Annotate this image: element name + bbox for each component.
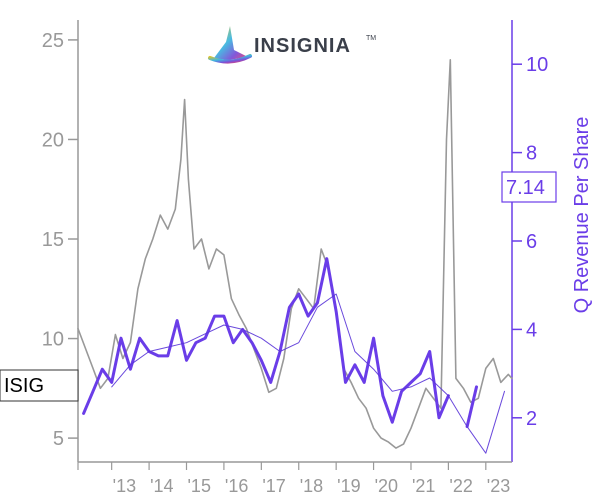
x-tick-label: '16 bbox=[225, 476, 248, 496]
x-axis-ticks: '13 '14 '15 '16 '17 '18 '19 '20 '21 '22 '23 bbox=[77, 462, 510, 496]
current-value-label: 7.14 bbox=[501, 171, 557, 203]
left-tick-label: 25 bbox=[42, 30, 64, 52]
ticker-box bbox=[0, 369, 79, 402]
current-value-text: 7.14 bbox=[506, 177, 545, 199]
revenue_avg-line bbox=[111, 293, 505, 454]
insignia-logo-mark bbox=[214, 26, 246, 60]
right-tick-label: 8 bbox=[526, 143, 537, 165]
x-tick-label: '18 bbox=[300, 476, 323, 496]
left-axis-ticks: 5 10 15 20 25 bbox=[42, 30, 78, 450]
right-axis-ticks: 2 4 6 8 10 bbox=[512, 54, 548, 430]
x-tick-label: '17 bbox=[262, 476, 285, 496]
right-axis-label: Q Revenue Per Share bbox=[571, 117, 593, 314]
x-tick-label: '22 bbox=[449, 476, 472, 496]
revenue-line bbox=[82, 257, 450, 424]
x-tick-label: '15 bbox=[188, 476, 211, 496]
ticker-label: ISIG bbox=[0, 369, 79, 402]
right-tick-label: 6 bbox=[526, 231, 537, 253]
x-tick-label: '14 bbox=[150, 476, 173, 496]
series-layer bbox=[77, 58, 513, 454]
right-tick-label: 2 bbox=[526, 408, 537, 430]
ticker-text: ISIG bbox=[4, 375, 44, 397]
right-tick-label: 4 bbox=[526, 319, 537, 341]
current-value-box bbox=[501, 171, 557, 203]
left-tick-label: 20 bbox=[42, 129, 64, 151]
right-tick-label: 10 bbox=[526, 54, 548, 76]
left-tick-label: 10 bbox=[42, 329, 64, 351]
x-tick-label: '21 bbox=[412, 476, 435, 496]
logo-text: INSIGNIA bbox=[254, 35, 351, 57]
x-tick-label: '20 bbox=[375, 476, 398, 496]
x-tick-label: '19 bbox=[337, 476, 360, 496]
left-tick-label: 15 bbox=[42, 229, 64, 251]
x-tick-label: '23 bbox=[487, 476, 510, 496]
insignia-logo-swoosh bbox=[208, 54, 252, 64]
x-tick-label: '13 bbox=[113, 476, 136, 496]
logo-trademark: TM bbox=[366, 35, 376, 42]
price-line bbox=[77, 58, 513, 449]
revenue-line bbox=[465, 385, 478, 429]
insignia-logo: INSIGNIA TM bbox=[208, 26, 376, 64]
left-tick-label: 5 bbox=[53, 428, 64, 450]
